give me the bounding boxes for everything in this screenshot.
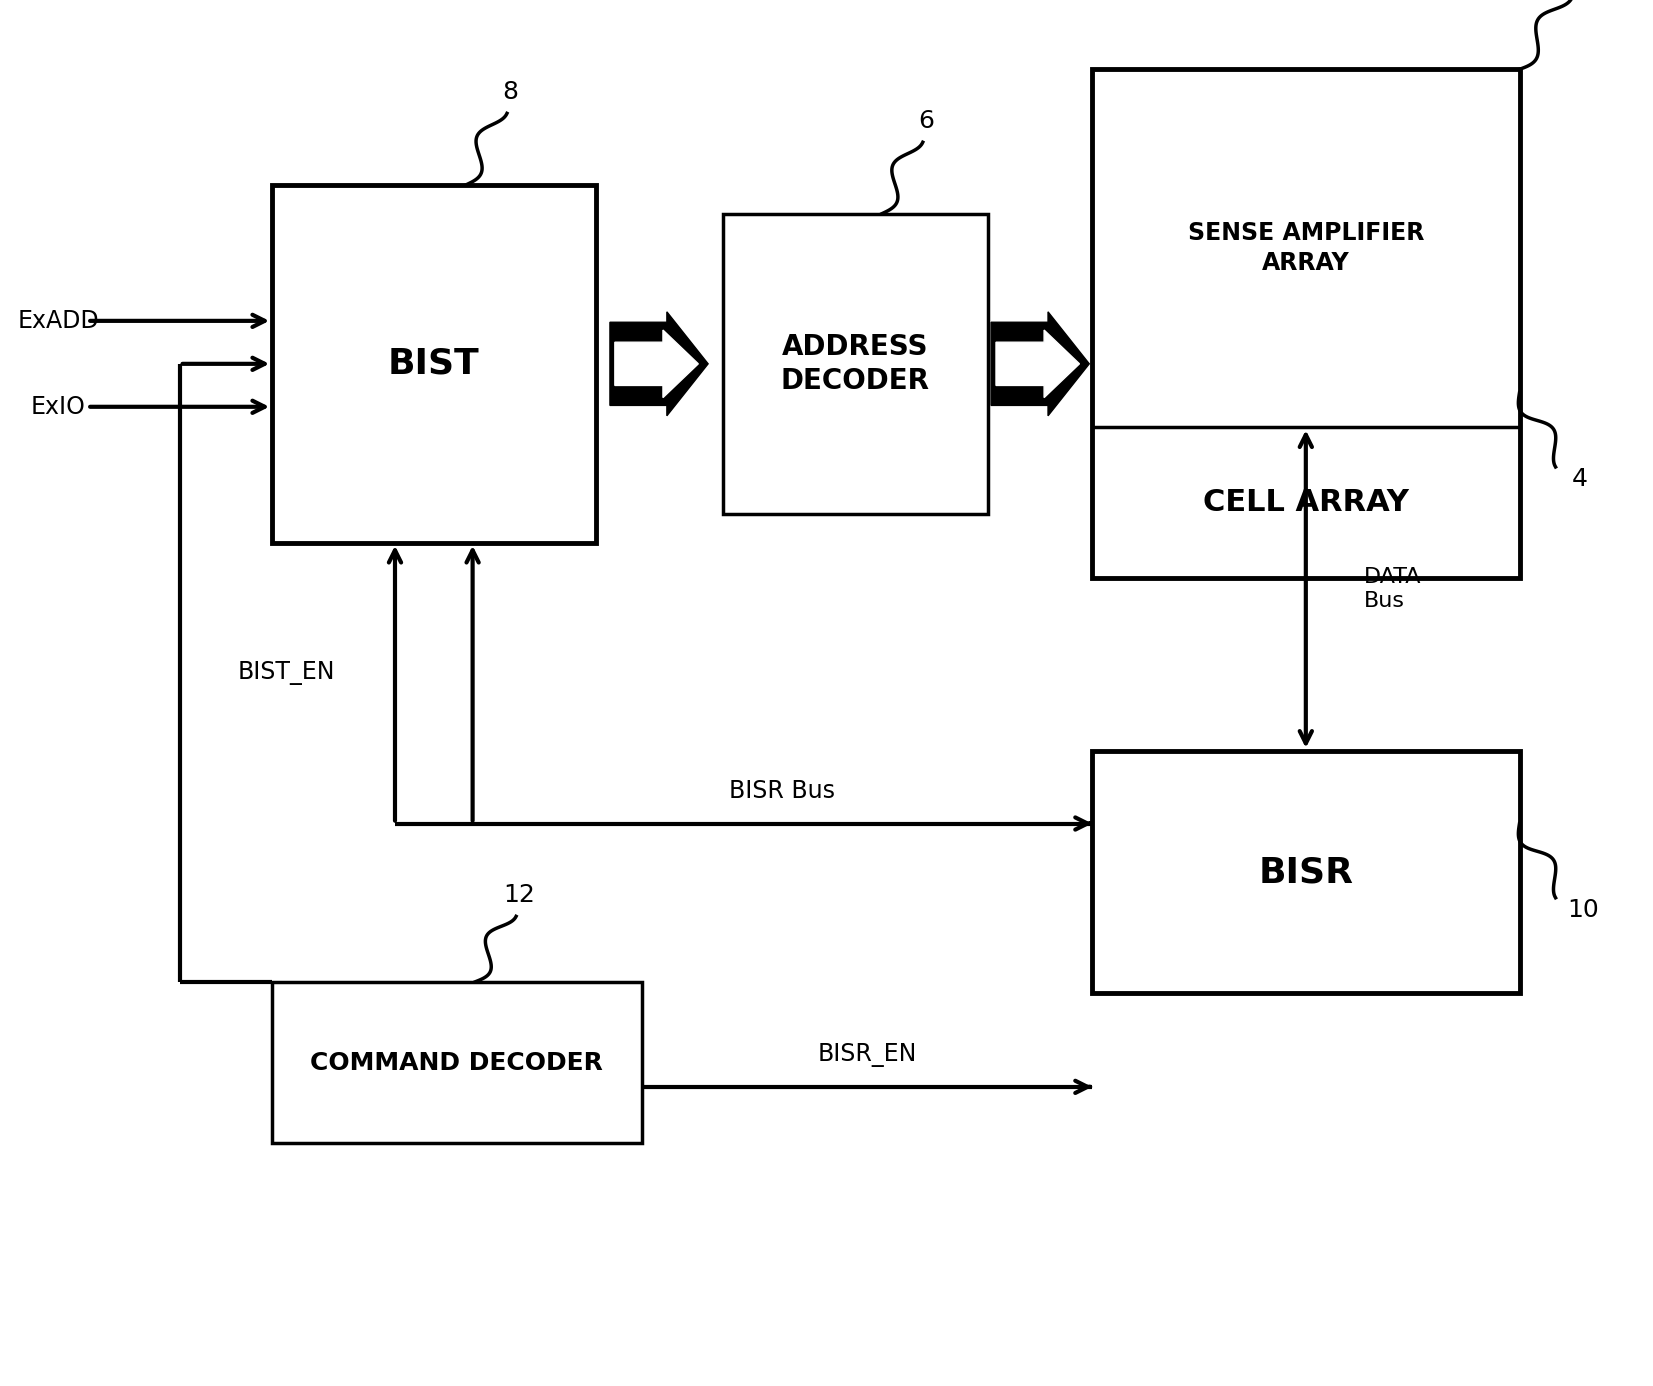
Polygon shape [615, 330, 698, 398]
Text: BISR: BISR [1258, 855, 1354, 888]
Polygon shape [610, 312, 707, 416]
Bar [273, 981, 641, 1143]
Text: 8: 8 [503, 80, 517, 104]
Text: SENSE AMPLIFIER
ARRAY: SENSE AMPLIFIER ARRAY [1187, 222, 1423, 276]
Text: BISR_EN: BISR_EN [817, 1042, 917, 1066]
Text: 4: 4 [1572, 467, 1587, 491]
Polygon shape [997, 330, 1079, 398]
Polygon shape [992, 312, 1089, 416]
Text: BIST: BIST [388, 346, 479, 381]
Bar [273, 184, 595, 543]
Bar [1093, 751, 1519, 994]
Text: 12: 12 [503, 883, 536, 906]
Bar [1093, 69, 1519, 578]
Bar [722, 213, 988, 514]
Text: COMMAND DECODER: COMMAND DECODER [311, 1051, 603, 1074]
Text: ExIO: ExIO [31, 395, 86, 419]
Text: 6: 6 [917, 109, 934, 133]
Text: BISR Bus: BISR Bus [729, 779, 835, 802]
Text: CELL ARRAY: CELL ARRAY [1203, 488, 1408, 517]
Text: DATA
Bus: DATA Bus [1364, 567, 1422, 611]
Text: ADDRESS
DECODER: ADDRESS DECODER [780, 333, 931, 395]
Text: 10: 10 [1567, 898, 1598, 922]
Text: BIST_EN: BIST_EN [238, 661, 336, 685]
Text: ExADD: ExADD [18, 309, 99, 333]
